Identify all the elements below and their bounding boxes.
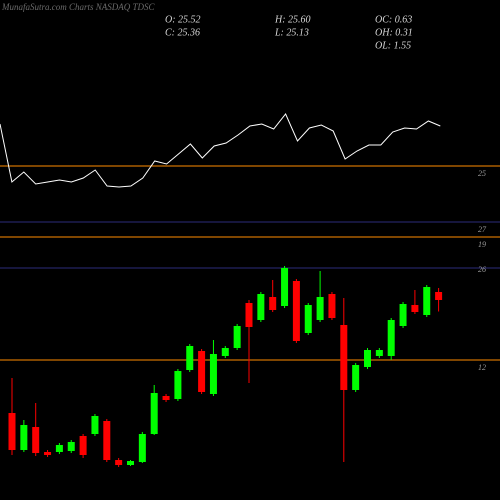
- candle-body: [174, 371, 182, 399]
- candle-body: [411, 305, 419, 312]
- chart-title: MunafaSutra.com Charts NASDAQ TDSC: [1, 2, 156, 12]
- candle-body: [198, 351, 206, 392]
- candle-body: [8, 413, 16, 450]
- candle-body: [233, 326, 241, 348]
- candle-body: [115, 460, 123, 465]
- candle-body: [67, 442, 75, 451]
- candle-body: [423, 287, 431, 315]
- candle-body: [221, 348, 229, 356]
- candle-body: [186, 346, 194, 370]
- reference-label: 25: [478, 169, 486, 178]
- candle-body: [257, 294, 265, 320]
- candle-body: [387, 320, 395, 356]
- indicator-line: [0, 113, 441, 188]
- candle-body: [150, 393, 158, 434]
- candle-body: [127, 461, 134, 465]
- candle-body: [209, 354, 217, 394]
- candle-body: [44, 452, 52, 455]
- candle-body: [316, 297, 324, 320]
- y-tick-label: 26: [478, 265, 486, 274]
- candle-body: [162, 396, 170, 400]
- candle-body: [32, 427, 40, 453]
- candle-body: [328, 294, 336, 318]
- candle-body: [269, 297, 277, 310]
- candle-body: [375, 350, 383, 356]
- reference-label: 27: [478, 225, 487, 234]
- stat: L: 25.13: [274, 27, 309, 38]
- stat: H: 25.60: [274, 14, 311, 25]
- candle-body: [55, 445, 63, 452]
- candle-body: [352, 365, 360, 390]
- candle-body: [91, 416, 99, 434]
- candle-body: [304, 305, 312, 333]
- stat: C: 25.36: [165, 27, 200, 38]
- candle-body: [138, 434, 146, 462]
- candle-body: [399, 304, 407, 326]
- candle-body: [20, 425, 28, 450]
- reference-label: 19: [478, 240, 486, 249]
- reference-label: 12: [478, 363, 486, 372]
- candle-body: [103, 421, 111, 460]
- stat: O: 25.52: [165, 14, 201, 25]
- candle-body: [292, 281, 300, 341]
- candle-body: [245, 303, 253, 327]
- candle-body: [79, 436, 87, 455]
- candle-body: [281, 268, 289, 306]
- stat: OH: 0.31: [375, 27, 413, 38]
- stat: OL: 1.55: [375, 40, 411, 51]
- candle-body: [340, 325, 348, 390]
- candle-body: [364, 350, 371, 367]
- candle-body: [435, 292, 443, 300]
- stat: OC: 0.63: [375, 14, 412, 25]
